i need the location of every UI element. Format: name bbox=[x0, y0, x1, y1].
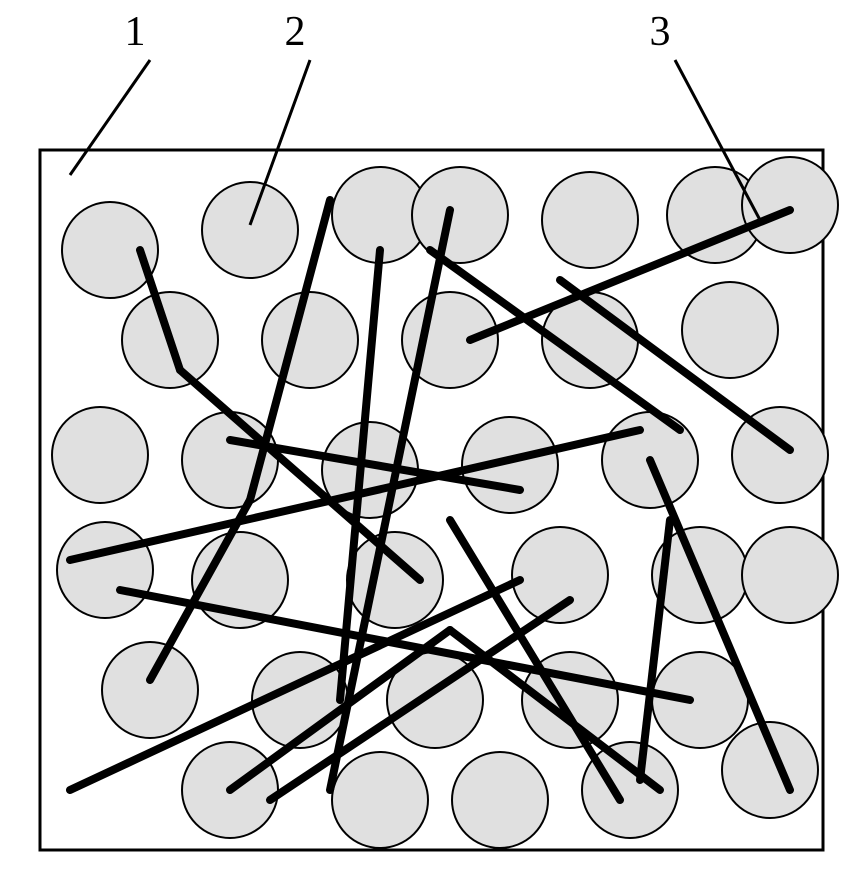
particle-circle bbox=[262, 292, 358, 388]
particle-circle bbox=[57, 522, 153, 618]
particle-circle bbox=[682, 282, 778, 378]
particle-circle bbox=[452, 752, 548, 848]
label-1: 1 bbox=[125, 9, 146, 55]
particle-circle bbox=[347, 532, 443, 628]
particle-circle bbox=[202, 182, 298, 278]
particle-circle bbox=[742, 527, 838, 623]
particle-circle bbox=[542, 172, 638, 268]
particle-circle bbox=[52, 407, 148, 503]
composite-diagram: 1 2 3 bbox=[0, 0, 863, 888]
label-2: 2 bbox=[285, 9, 306, 55]
particle-circle bbox=[102, 642, 198, 738]
particle-circle bbox=[742, 157, 838, 253]
label-3: 3 bbox=[650, 9, 671, 55]
particle-circle bbox=[332, 752, 428, 848]
